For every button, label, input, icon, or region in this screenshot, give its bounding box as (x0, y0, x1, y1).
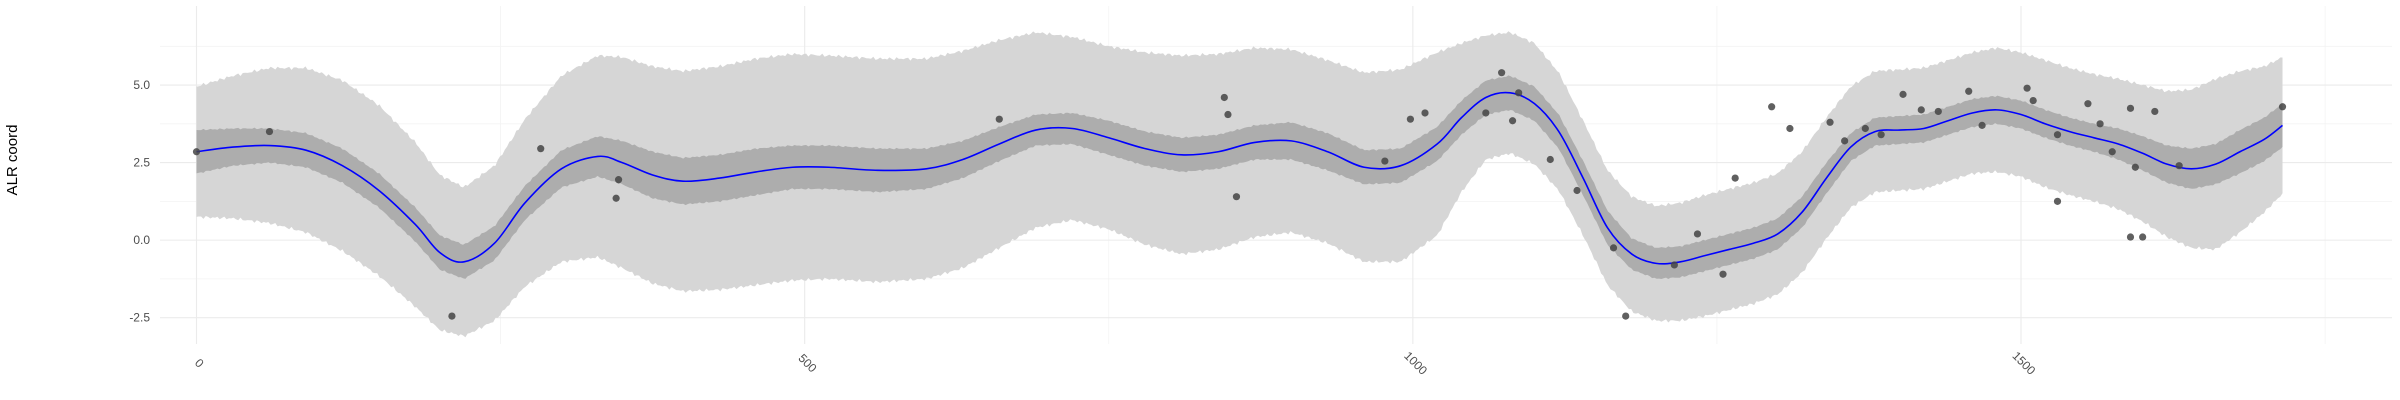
y-tick-label: -2.5 (129, 311, 150, 325)
data-point (1232, 193, 1241, 201)
data-point (1731, 174, 1739, 182)
data-point (1786, 124, 1794, 133)
data-point (1508, 117, 1517, 125)
y-tick-label: 0.0 (133, 233, 150, 247)
data-point (1670, 261, 1678, 269)
data-point (2175, 162, 2183, 170)
data-point (2029, 96, 2037, 105)
data-point (537, 145, 545, 153)
y-tick-label: 2.5 (133, 156, 150, 170)
data-point (2108, 148, 2116, 156)
data-point (1965, 87, 1973, 95)
inner-credible-band (196, 75, 2283, 280)
data-point (1224, 110, 1232, 119)
data-point (2126, 104, 2135, 112)
x-tick-label: 500 (795, 351, 819, 375)
x-tick-label: 1500 (2009, 349, 2038, 378)
data-point (2151, 107, 2159, 116)
data-point (995, 115, 1003, 123)
data-point (1381, 157, 1389, 165)
data-point (1841, 137, 1849, 145)
data-point (2084, 100, 2092, 108)
data-point (2139, 233, 2147, 241)
data-point (265, 127, 274, 136)
data-point (1826, 118, 1834, 126)
data-point (1546, 155, 1554, 164)
data-point (1877, 131, 1885, 139)
observed-points (192, 69, 2287, 320)
data-point (2053, 131, 2062, 139)
y-tick-label: 5.0 (133, 78, 150, 92)
x-tick-label: 1000 (1401, 349, 1430, 378)
data-point (1934, 107, 1942, 116)
data-point (1498, 69, 1506, 77)
outer-credible-band (196, 31, 2283, 338)
data-point (2053, 197, 2062, 205)
data-point (1861, 124, 1869, 133)
data-point (1693, 230, 1702, 238)
data-point (1573, 186, 1581, 195)
data-point (2023, 84, 2031, 92)
mean-line (196, 91, 2284, 265)
data-point (2096, 120, 2104, 128)
data-point (192, 148, 201, 156)
data-point (1719, 270, 1727, 278)
data-point (1515, 89, 1523, 97)
data-point (2126, 233, 2135, 241)
y-axis-ticks: -2.5 0.0 2.5 5.0 (129, 78, 150, 325)
data-point (1622, 312, 1630, 320)
data-point (1421, 109, 1429, 117)
data-point (1609, 244, 1618, 252)
data-point (2131, 163, 2139, 171)
data-point (1978, 121, 1986, 129)
y-axis-title: ALR coord (4, 125, 21, 196)
data-point (1220, 93, 1228, 102)
x-axis-ticks: 0 500 1000 1500 (192, 349, 2038, 378)
data-point (612, 194, 620, 202)
data-point (1482, 109, 1490, 117)
data-point (2278, 103, 2287, 111)
data-point (614, 176, 623, 184)
data-point (1406, 115, 1415, 123)
data-point (1899, 90, 1907, 98)
data-point (448, 312, 456, 320)
data-point (1768, 103, 1776, 111)
data-point (1917, 106, 1925, 114)
x-tick-label: 0 (192, 356, 207, 371)
